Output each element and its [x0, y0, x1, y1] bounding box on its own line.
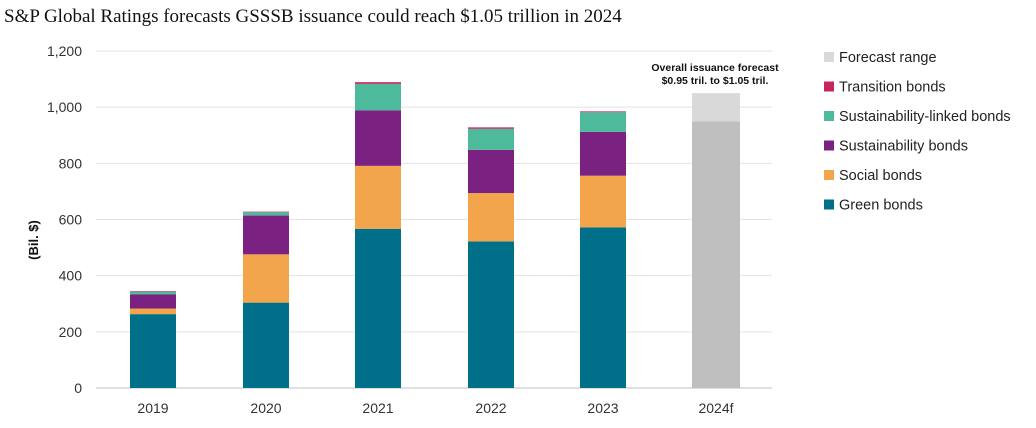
bar-segment-social-bonds-2019 [130, 308, 176, 315]
legend-label: Forecast range [839, 50, 937, 66]
legend-label: Social bonds [839, 168, 922, 184]
legend-label: Sustainability bonds [839, 139, 968, 155]
y-axis-label: (Bil. $) [26, 220, 41, 260]
x-tick-label: 2024f [698, 400, 733, 416]
bar-segment-green-bonds-2020 [243, 302, 289, 388]
bar-segment-sustainability-bonds-2019 [130, 294, 176, 309]
forecast-range-bar [692, 93, 740, 122]
bar-segment-sustainability-linked-bonds-2021 [355, 83, 401, 111]
legend-swatch [824, 170, 834, 180]
forecast-base-bar [692, 121, 740, 388]
bar-segment-green-bonds-2019 [130, 314, 176, 388]
y-tick-label: 0 [74, 380, 82, 396]
bar-segment-green-bonds-2021 [355, 228, 401, 388]
legend-swatch [824, 140, 834, 151]
legend-label: Transition bonds [839, 80, 946, 96]
y-tick-label: 800 [59, 155, 83, 171]
y-tick-label: 400 [59, 268, 83, 284]
y-tick-label: 200 [59, 324, 83, 340]
y-tick-label: 1,200 [47, 43, 82, 59]
bar-segment-social-bonds-2021 [355, 165, 401, 229]
x-tick-label: 2021 [362, 400, 393, 416]
x-tick-label: 2022 [475, 400, 506, 416]
legend-swatch [824, 199, 834, 210]
forecast-annotation-line-2: $0.95 tril. to $1.05 tril. [662, 75, 769, 87]
forecast-annotation-line-1: Overall issuance forecast [651, 62, 779, 74]
legend-swatch [824, 81, 834, 92]
bar-segment-transition-bonds-2019 [130, 291, 176, 292]
bar-segment-green-bonds-2022 [468, 241, 514, 388]
bar-segment-sustainability-bonds-2022 [468, 149, 514, 194]
y-tick-label: 1,000 [47, 99, 82, 115]
bar-segment-transition-bonds-2023 [580, 111, 626, 113]
bar-segment-green-bonds-2023 [580, 227, 626, 388]
legend-swatch [824, 111, 834, 121]
bar-segment-social-bonds-2023 [580, 175, 626, 228]
bar-segment-transition-bonds-2020 [243, 211, 289, 213]
bar-segment-transition-bonds-2021 [355, 82, 401, 84]
legend-swatch [824, 52, 834, 62]
legend-label: Sustainability-linked bonds [839, 109, 1011, 125]
x-tick-label: 2019 [137, 400, 168, 416]
legend-label: Green bonds [839, 198, 923, 214]
bar-segment-social-bonds-2020 [243, 254, 289, 303]
bar-segment-social-bonds-2022 [468, 193, 514, 242]
x-tick-label: 2023 [587, 400, 618, 416]
bar-segment-sustainability-linked-bonds-2020 [243, 212, 289, 216]
bar-segment-sustainability-linked-bonds-2023 [580, 112, 626, 132]
y-tick-label: 600 [59, 212, 83, 228]
bar-segment-sustainability-linked-bonds-2022 [468, 128, 514, 150]
bar-segment-transition-bonds-2022 [468, 127, 514, 129]
bar-segment-sustainability-bonds-2023 [580, 131, 626, 176]
bar-segment-sustainability-bonds-2020 [243, 215, 289, 255]
chart-title: S&P Global Ratings forecasts GSSSB issua… [4, 6, 622, 27]
bar-segment-sustainability-bonds-2021 [355, 110, 401, 166]
x-tick-label: 2020 [250, 400, 281, 416]
bar-segment-sustainability-linked-bonds-2019 [130, 291, 176, 295]
